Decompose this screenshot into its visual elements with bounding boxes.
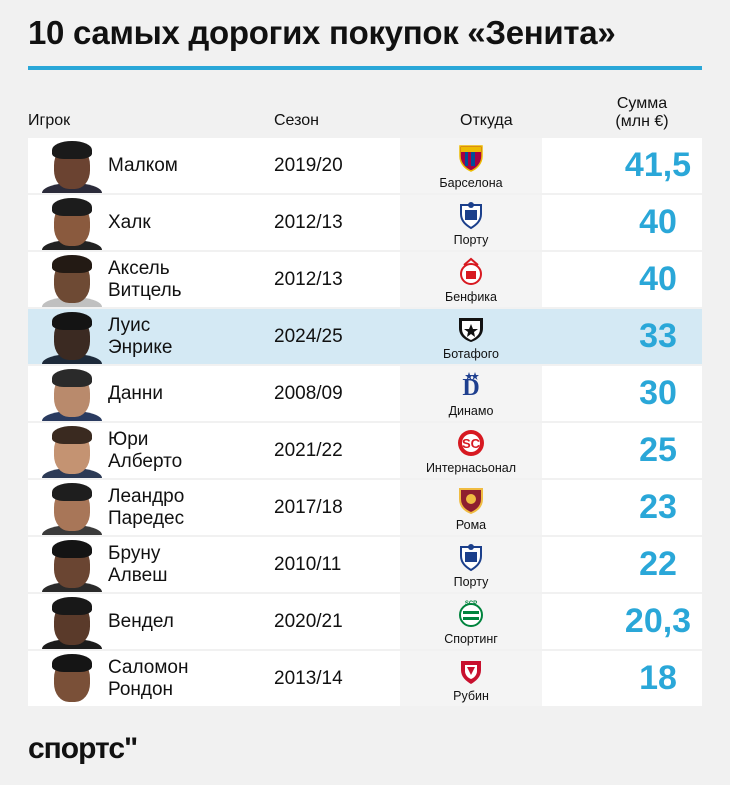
season-value: 2020/21 xyxy=(274,610,343,632)
transfer-fee: 40 xyxy=(639,260,677,298)
table-row: Саломон Рондон 2013/14 Рубин 18 xyxy=(28,651,702,706)
club-name: Спортинг xyxy=(444,632,498,646)
club-crest-icon: D xyxy=(456,371,486,401)
club-crest-icon: SC xyxy=(456,428,486,458)
player-photo xyxy=(42,597,102,649)
player-name: Саломон Рондон xyxy=(108,656,189,700)
club-crest-icon xyxy=(456,257,486,287)
transfer-fee: 33 xyxy=(639,317,677,355)
club-cell: Рубин xyxy=(400,651,542,706)
player-name: Бруну Алвеш xyxy=(108,542,168,586)
table-row: Халк 2012/13 Порту 40 xyxy=(28,195,702,250)
club-cell: Ботафого xyxy=(400,309,542,364)
season-value: 2019/20 xyxy=(274,154,343,176)
club-name: Бенфика xyxy=(444,290,498,304)
table-row: Леандро Паредес 2017/18 Рома 23 xyxy=(28,480,702,535)
player-photo xyxy=(42,483,102,535)
column-header-player: Игрок xyxy=(28,112,71,129)
club-name: Рома xyxy=(455,518,487,532)
club-cell: D Динамо xyxy=(400,366,542,421)
table-row: Луис Энрике 2024/25 Ботафого 33 xyxy=(28,309,702,364)
svg-text:SC: SC xyxy=(462,436,481,451)
column-header-sum-unit: (млн €) xyxy=(615,113,669,130)
club-crest-icon xyxy=(456,200,486,230)
title-underline xyxy=(28,66,702,70)
season-value: 2024/25 xyxy=(274,325,343,347)
club-name: Ботафого xyxy=(443,347,499,361)
season-value: 2012/13 xyxy=(274,268,343,290)
season-value: 2012/13 xyxy=(274,211,343,233)
club-crest-icon xyxy=(456,656,486,686)
club-name: Динамо xyxy=(448,404,494,418)
player-name: Халк xyxy=(108,211,151,233)
svg-text:D: D xyxy=(462,375,479,401)
season-value: 2021/22 xyxy=(274,439,343,461)
club-cell: Порту xyxy=(400,537,542,592)
player-name: Леандро Паредес xyxy=(108,485,185,529)
club-name: Барселона xyxy=(439,176,503,190)
table-row: Вендел 2020/21 SCP Спортинг 20,3 xyxy=(28,594,702,649)
club-crest-icon: SCP xyxy=(456,599,486,629)
club-cell: SCP Спортинг xyxy=(400,594,542,649)
svg-text:SCP: SCP xyxy=(465,601,477,607)
season-value: 2013/14 xyxy=(274,667,343,689)
player-photo xyxy=(42,198,102,250)
club-cell: SC Интернасьонал xyxy=(400,423,542,478)
club-name: Порту xyxy=(453,233,489,247)
season-value: 2017/18 xyxy=(274,496,343,518)
player-name: Юри Алберто xyxy=(108,428,183,472)
player-photo xyxy=(42,255,102,307)
transfer-fee: 25 xyxy=(639,431,677,469)
transfer-fee: 41,5 xyxy=(624,146,692,184)
table-row: Юри Алберто 2021/22 SC Интернасьонал 25 xyxy=(28,423,702,478)
column-header-sum-label: Сумма xyxy=(616,95,668,112)
club-cell: Бенфика xyxy=(400,252,542,307)
season-value: 2008/09 xyxy=(274,382,343,404)
season-value: 2010/11 xyxy=(274,553,342,575)
player-name: Вендел xyxy=(108,610,174,632)
column-header-season: Сезон xyxy=(274,112,319,129)
brand-logo: спортс" xyxy=(28,732,138,765)
player-photo xyxy=(42,312,102,364)
page-title: 10 самых дорогих покупок «Зенита» xyxy=(28,14,616,51)
table-row: Малком 2019/20 Барселона 41,5 xyxy=(28,138,702,193)
column-header-from: Откуда xyxy=(460,112,513,129)
column-header-sum: Сумма (млн €) xyxy=(602,95,682,131)
player-photo xyxy=(42,540,102,592)
club-crest-icon xyxy=(456,485,486,515)
table-row: Аксель Витцель 2012/13 Бенфика 40 xyxy=(28,252,702,307)
player-photo xyxy=(42,426,102,478)
club-crest-icon xyxy=(456,143,486,173)
player-name: Малком xyxy=(108,154,178,176)
player-photo xyxy=(42,141,102,193)
transfer-fee: 20,3 xyxy=(624,602,692,640)
transfer-fee: 23 xyxy=(639,488,677,526)
player-photo xyxy=(42,369,102,421)
club-name: Интернасьонал xyxy=(425,461,517,475)
transfer-fee: 18 xyxy=(639,659,677,697)
club-cell: Порту xyxy=(400,195,542,250)
transfer-fee: 22 xyxy=(639,545,677,583)
player-photo xyxy=(42,654,102,706)
transfers-table: Малком 2019/20 Барселона 41,5 Халк 2012/13 Пор… xyxy=(28,138,702,708)
transfer-fee: 40 xyxy=(639,203,677,241)
table-row: Бруну Алвеш 2010/11 Порту 22 xyxy=(28,537,702,592)
player-name: Аксель Витцель xyxy=(108,257,182,301)
club-name: Рубин xyxy=(453,689,489,703)
club-crest-icon xyxy=(456,314,486,344)
club-name: Порту xyxy=(453,575,489,589)
club-cell: Барселона xyxy=(400,138,542,193)
transfer-fee: 30 xyxy=(639,374,677,412)
club-crest-icon xyxy=(456,542,486,572)
player-name: Данни xyxy=(108,382,164,404)
club-cell: Рома xyxy=(400,480,542,535)
table-row: Данни 2008/09 D Динамо 30 xyxy=(28,366,702,421)
player-name: Луис Энрике xyxy=(108,314,173,358)
